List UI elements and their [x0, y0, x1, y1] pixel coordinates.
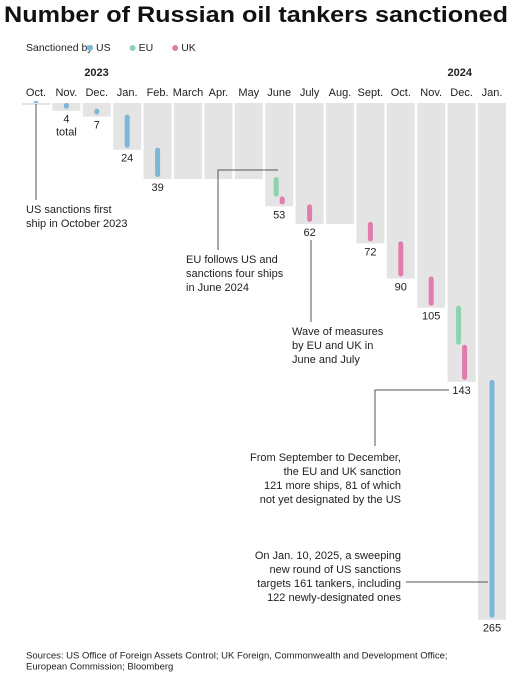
annotation: From September to December,: [250, 452, 401, 464]
annotation: ship in October 2023: [26, 218, 128, 230]
legend-swatch: [129, 45, 136, 51]
annotation: June and July: [292, 354, 360, 366]
x-tick-label: Dec.: [85, 87, 108, 99]
annotation: On Jan. 10, 2025, a sweeping: [255, 550, 401, 562]
source-note: Sources: US Office of Foreign Assets Con…: [26, 651, 448, 662]
x-tick-label: July: [300, 87, 320, 99]
column-background: [417, 103, 446, 308]
total-label: 105: [422, 311, 440, 323]
x-tick-label: May: [238, 87, 259, 99]
column-background: [234, 103, 263, 180]
annotation: not yet designated by the US: [260, 494, 401, 506]
source-note: European Commission; Bloomberg: [26, 662, 173, 673]
segment: [124, 114, 130, 148]
segment: [462, 344, 468, 380]
column-background: [204, 103, 233, 180]
segment: [155, 147, 161, 178]
year-label: 2024: [448, 67, 473, 79]
segment: [273, 177, 279, 197]
leader-line: [217, 169, 278, 250]
annotation: US sanctions first: [26, 204, 112, 216]
column-background: [295, 103, 324, 224]
total-note: total: [56, 127, 77, 139]
total-label: 90: [395, 281, 407, 293]
total-label: 143: [452, 385, 470, 397]
legend-label: UK: [181, 42, 196, 54]
x-tick-label: Oct.: [391, 87, 411, 99]
total-label: 7: [94, 120, 100, 132]
segment: [94, 108, 100, 115]
leader-line: [374, 389, 449, 446]
x-tick-label: Nov.: [420, 87, 442, 99]
total-label: 39: [151, 182, 163, 194]
annotation: in June 2024: [186, 282, 249, 294]
segment: [279, 196, 285, 205]
segment: [428, 276, 434, 306]
x-tick-label: Nov.: [55, 87, 77, 99]
annotation: Wave of measures: [292, 326, 384, 338]
annotation: new round of US sanctions: [270, 564, 402, 576]
x-tick-label: June: [267, 87, 291, 99]
x-tick-label: Feb.: [147, 87, 169, 99]
annotation: EU follows US and: [186, 254, 278, 266]
column-background: [326, 103, 354, 224]
annotation: 122 newly-designated ones: [267, 592, 401, 604]
total-label: 72: [364, 246, 376, 258]
x-tick-label: Aug.: [329, 87, 352, 99]
segment: [63, 102, 69, 109]
annotation: 121 more ships, 81 of which: [264, 480, 401, 492]
total-label: 265: [483, 623, 501, 635]
x-tick-label: Dec.: [450, 87, 473, 99]
annotation: the EU and UK sanction: [284, 466, 401, 478]
total-label: 62: [303, 227, 315, 239]
annotation: sanctions four ships: [186, 268, 284, 280]
total-label: 24: [121, 153, 133, 165]
column-background: [356, 103, 385, 244]
total-label: 53: [273, 209, 285, 221]
legend-label: US: [96, 42, 111, 54]
x-tick-label: Apr.: [209, 87, 229, 99]
total-label: 4: [63, 114, 69, 126]
segment: [367, 221, 373, 242]
x-tick-label: Oct.: [26, 87, 46, 99]
segment: [398, 241, 404, 277]
annotation: by EU and UK in: [292, 340, 373, 352]
year-label: 2023: [84, 67, 108, 79]
legend-swatch: [172, 45, 179, 51]
x-tick-label: Jan.: [482, 87, 503, 99]
column-background: [22, 103, 50, 105]
x-tick-label: Jan.: [117, 87, 138, 99]
chart-title: Number of Russian oil tankers sanctioned: [4, 2, 508, 27]
column-background: [265, 103, 294, 207]
annotation: targets 161 tankers, including: [257, 578, 401, 590]
column-background: [174, 103, 202, 180]
segment: [33, 101, 39, 103]
x-tick-label: March: [173, 87, 204, 99]
legend-swatch: [87, 45, 93, 51]
segment: [489, 379, 495, 618]
segment: [307, 204, 313, 222]
column-background: [447, 103, 476, 382]
legend-label: EU: [139, 42, 154, 54]
segment: [456, 305, 462, 345]
x-tick-label: Sept.: [358, 87, 384, 99]
legend-title: Sanctioned by: [26, 42, 93, 54]
